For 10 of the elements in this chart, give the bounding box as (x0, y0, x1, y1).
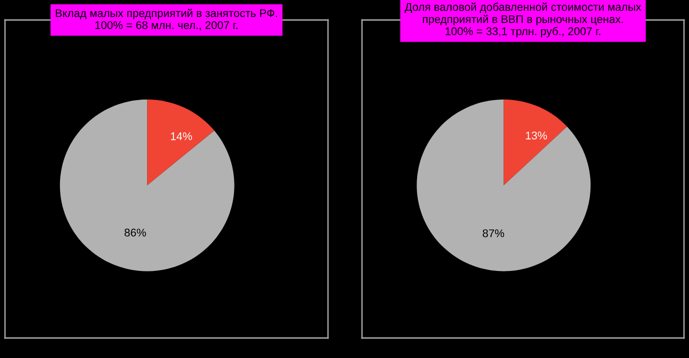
chart-title: Доля валовой добавленной стоимости малых предприятий в ВВП в рыночных ценах. 100% = 33,1 трлн. руб., 2007 г. (404, 2, 642, 38)
data-label: 13% (526, 132, 547, 140)
data-label: 87% (482, 229, 504, 238)
pie-slice (147, 100, 214, 186)
chart-title: Вклад малых предприятий в занятость РФ. 100% = 68 млн. чел., 2007 г. (56, 8, 278, 30)
data-label: 86% (124, 228, 146, 237)
pie-slice (60, 100, 234, 272)
pie-slice (504, 100, 568, 186)
data-label: 14% (170, 132, 192, 140)
pie-slice (416, 100, 591, 272)
